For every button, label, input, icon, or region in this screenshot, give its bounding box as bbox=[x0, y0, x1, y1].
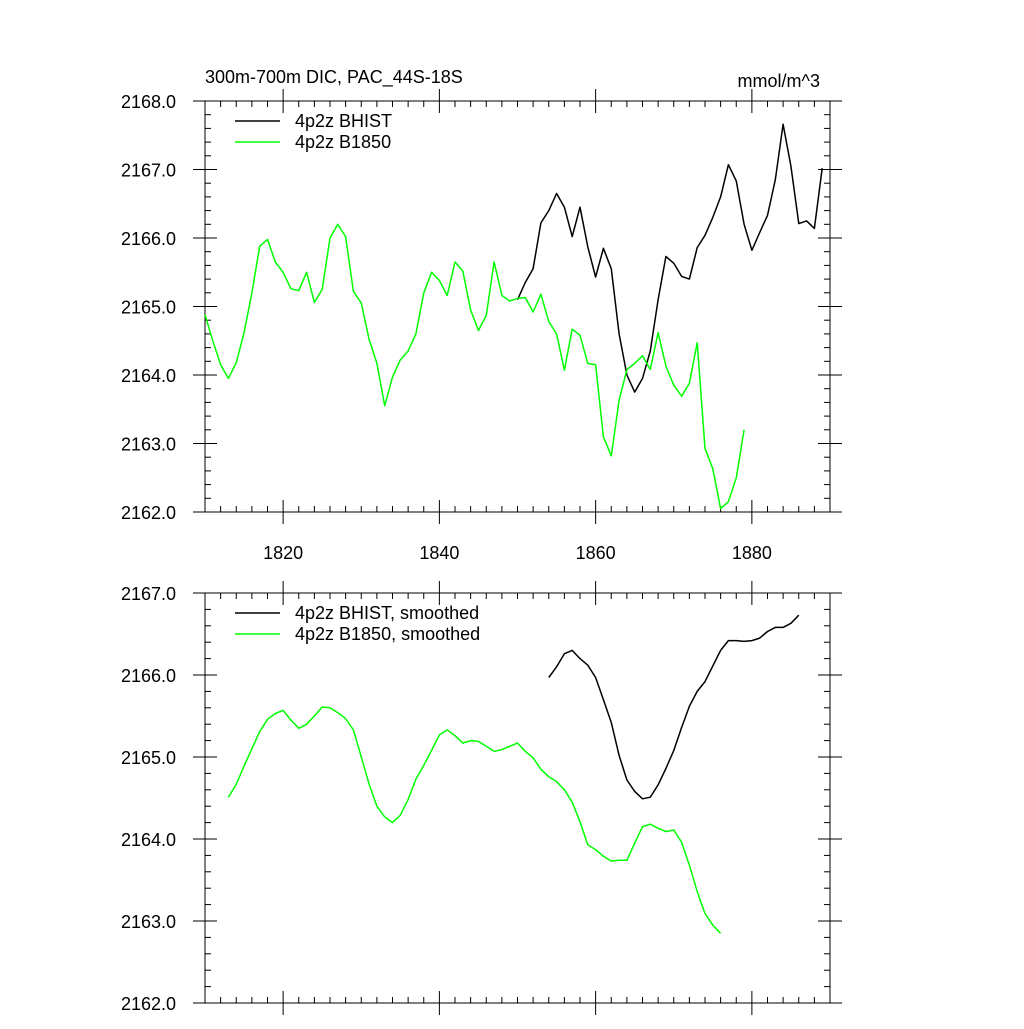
series-line-1 bbox=[548, 614, 800, 800]
series-line-2 bbox=[204, 223, 745, 510]
y-tick-label: 2167.0 bbox=[121, 161, 176, 181]
plot-frame bbox=[204, 100, 831, 513]
x-tick-label: 1860 bbox=[576, 543, 616, 563]
units-label: mmol/m^3 bbox=[738, 71, 820, 91]
y-tick-label: 2166.0 bbox=[121, 666, 176, 686]
y-tick-label: 2166.0 bbox=[121, 229, 176, 249]
chart-title: 300m-700m DIC, PAC_44S-18S bbox=[205, 67, 463, 88]
y-tick-label: 2164.0 bbox=[121, 366, 176, 386]
chart-panel-2: 2162.0 2163.0 2164.0 2165.0 2166.0 2167.0 4p2z… bbox=[121, 581, 842, 1015]
plot-frame bbox=[204, 592, 831, 1004]
y-tick-label: 2168.0 bbox=[121, 92, 176, 112]
y-tick-label: 2164.0 bbox=[121, 830, 176, 850]
y-tick-label: 2162.0 bbox=[121, 503, 176, 523]
y-tick-label: 2163.0 bbox=[121, 435, 176, 455]
x-tick-label: 1840 bbox=[419, 543, 459, 563]
x-tick-label: 1820 bbox=[263, 543, 303, 563]
series-line-2 bbox=[227, 706, 722, 934]
x-tick-label: 1880 bbox=[732, 543, 772, 563]
y-tick-label: 2167.0 bbox=[121, 584, 176, 604]
legend-label: 4p2z B1850, smoothed bbox=[295, 624, 480, 644]
legend-label: 4p2z BHIST, smoothed bbox=[295, 603, 479, 623]
legend-label: 4p2z B1850 bbox=[295, 132, 391, 152]
y-tick-label: 2162.0 bbox=[121, 994, 176, 1014]
y-tick-label: 2165.0 bbox=[121, 298, 176, 318]
y-tick-label: 2163.0 bbox=[121, 912, 176, 932]
legend-label: 4p2z BHIST bbox=[295, 111, 392, 131]
series-line-1 bbox=[516, 123, 823, 393]
y-tick-label: 2165.0 bbox=[121, 748, 176, 768]
chart-panel-1: 1820 1840 1860 1880 2162.0 2163.0 2164.0 2165.0… bbox=[121, 67, 842, 563]
